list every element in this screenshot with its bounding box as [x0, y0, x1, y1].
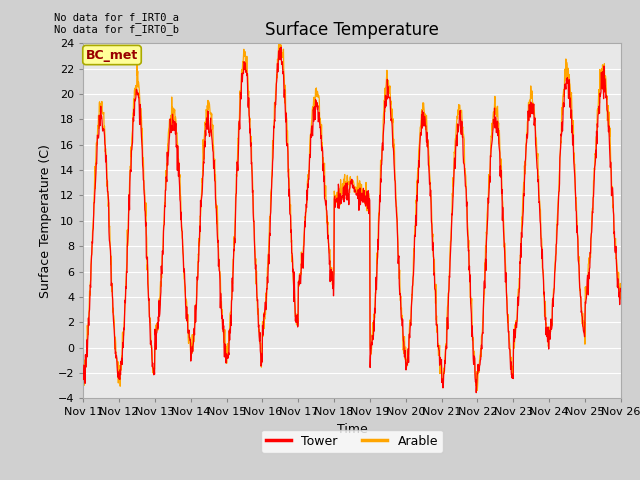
Text: BC_met: BC_met — [86, 48, 138, 61]
Title: Surface Temperature: Surface Temperature — [265, 21, 439, 39]
X-axis label: Time: Time — [337, 423, 367, 436]
Legend: Tower, Arable: Tower, Arable — [261, 430, 443, 453]
Text: No data for f_IRT0_a
No data for f_IRT0_b: No data for f_IRT0_a No data for f_IRT0_… — [54, 12, 179, 36]
Y-axis label: Surface Temperature (C): Surface Temperature (C) — [39, 144, 52, 298]
